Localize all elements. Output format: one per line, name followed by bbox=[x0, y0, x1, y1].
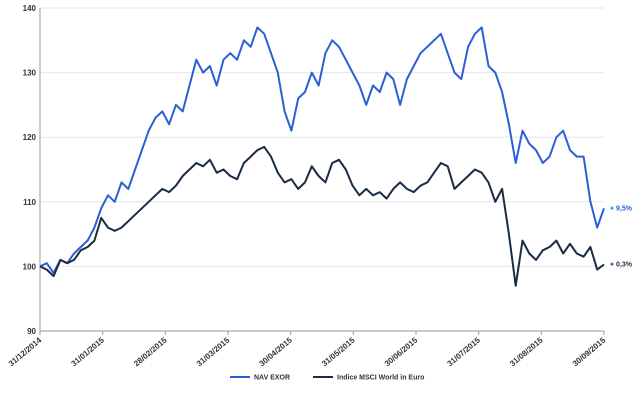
x-tick-labels: 31/12/2014 31/01/2015 28/02/2015 31/03/2015… bbox=[7, 331, 608, 368]
grid bbox=[40, 7, 604, 332]
legend-label-msci-world: Indice MSCI World in Euro bbox=[337, 375, 424, 382]
end-labels: + 9,5% + 0,3% bbox=[610, 205, 632, 268]
series-end-label: + 0,3% bbox=[610, 261, 632, 268]
x-tick-label: 28/02/2015 bbox=[132, 335, 169, 368]
legend-label-nav-exor: NAV EXOR bbox=[254, 375, 290, 382]
series-end-label: + 9,5% bbox=[610, 205, 632, 212]
series-line-msci-world bbox=[39, 145, 605, 287]
y-tick-label: 140 bbox=[23, 4, 37, 13]
y-tick-label: 130 bbox=[23, 69, 37, 78]
x-tick-label: 30/04/2015 bbox=[257, 335, 294, 368]
series-line-nav-exor bbox=[39, 26, 605, 274]
x-tick-label: 31/08/2015 bbox=[508, 335, 545, 368]
y-tick-label: 90 bbox=[27, 327, 36, 336]
x-tick-label: 31/12/2014 bbox=[7, 335, 44, 368]
series-lines bbox=[39, 26, 605, 287]
x-tick-label: 30/06/2015 bbox=[383, 335, 420, 368]
legend: NAV EXOR Indice MSCI World in Euro bbox=[230, 375, 424, 382]
x-tick-label: 31/01/2015 bbox=[69, 335, 106, 368]
x-tick-label: 31/03/2015 bbox=[195, 335, 232, 368]
axes bbox=[39, 8, 604, 332]
y-tick-label: 120 bbox=[23, 133, 37, 142]
y-tick-label: 110 bbox=[23, 198, 36, 207]
x-tick-label: 31/05/2015 bbox=[320, 335, 357, 368]
x-tick-label: 31/07/2015 bbox=[445, 335, 482, 368]
x-tick-label: 30/09/2015 bbox=[571, 335, 608, 368]
y-tick-labels: 90 100 110 120 130 140 bbox=[23, 4, 37, 336]
y-tick-label: 100 bbox=[23, 262, 37, 271]
